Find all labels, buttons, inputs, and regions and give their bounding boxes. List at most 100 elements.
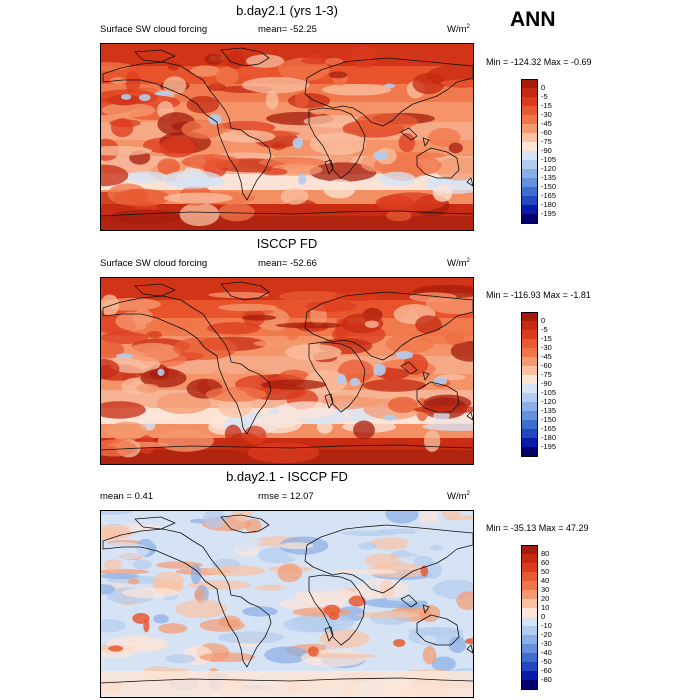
colorbar-tick-label: -150 [541,182,557,191]
colorbar-swatch [521,178,538,188]
panel-2-colorbar: 0 -5 -15 -30 -45 -60 -75 -90 -105 -120 -135 -150 -16… [521,312,581,457]
colorbar-tick-label: -195 [541,209,557,218]
panel-1-units: W/m2 [447,24,470,36]
colorbar-swatch [521,169,538,179]
colorbar-swatch [521,366,538,376]
panel-1-title: b.day2.1 (yrs 1-3) [236,3,338,18]
colorbar-swatch [521,187,538,197]
colorbar-swatch [521,348,538,358]
colorbar-tick-label: -90 [541,379,552,388]
colorbar-tick-label: -180 [541,433,557,442]
panel-1-colorbar: 0 -5 -15 -30 -45 -60 -75 -90 -105 -120 -135 -150 -16… [521,79,581,224]
panel-3-map [100,510,474,698]
colorbar-tick-label: -10 [541,621,552,630]
colorbar-tick-label: -30 [541,110,552,119]
colorbar-swatch [521,662,538,672]
panel-2-title: ISCCP FD [256,236,318,251]
colorbar-tick-label: -75 [541,370,552,379]
colorbar-swatch [521,375,538,385]
panel-2-map [100,277,474,465]
colorbar-tick-label: -135 [541,173,557,182]
colorbar-swatch [521,321,538,331]
panel-1-min-max: Min = -124.32 Max = -0.69 [486,57,592,67]
colorbar-swatch [521,196,538,206]
colorbar-tick-label: -20 [541,630,552,639]
colorbar-tick-label: -180 [541,200,557,209]
colorbar-swatch [521,617,538,627]
colorbar-tick-label: -105 [541,388,557,397]
panel-3-colorbar: 80 60 50 40 30 20 10 0 -10 -20 -30 -40 -50 -60 -80 [521,545,581,690]
season-label: ANN [510,8,556,31]
colorbar-swatch [521,88,538,98]
colorbar-tick-label: 10 [541,603,550,612]
colorbar-swatch [521,599,538,609]
panel-3-rmse-label: rmse = 12.07 [258,491,314,502]
colorbar-tick-label: 20 [541,594,550,603]
colorbar-tick-label: 80 [541,549,550,558]
colorbar-swatch [521,97,538,107]
colorbar-tick-label: -90 [541,146,552,155]
colorbar-swatch [521,339,538,349]
colorbar-tick-label: 0 [541,83,546,92]
colorbar-swatch [521,420,538,430]
colorbar-tick-label: -30 [541,639,552,648]
colorbar-tick-label: -50 [541,657,552,666]
panel-3-mean-label: mean = 0.41 [100,491,154,502]
colorbar-swatch [521,106,538,116]
colorbar-swatch [521,581,538,591]
colorbar-swatch [521,411,538,421]
panel-2-min-max: Min = -116.93 Max = -1.81 [486,290,591,300]
colorbar-tick-label: -45 [541,119,552,128]
colorbar-swatch [521,115,538,125]
colorbar-tick-label: -75 [541,137,552,146]
panel-1-map [100,43,474,231]
panel-3-title: b.day2.1 - ISCCP FD [226,469,348,484]
colorbar-swatch [521,214,538,224]
panel-2-field-label: Surface SW cloud forcing [100,258,208,269]
colorbar-swatch [521,644,538,654]
colorbar-tick-label: 30 [541,585,550,594]
colorbar-swatch [521,635,538,645]
colorbar-swatch [521,330,538,340]
colorbar-swatch [521,554,538,564]
colorbar-tick-label: -120 [541,164,557,173]
colorbar-tick-label: 50 [541,567,550,576]
panel-1-field-label: Surface SW cloud forcing [100,24,208,35]
panel-1-mean-label: mean= -52.25 [258,24,317,35]
colorbar-swatch [521,572,538,582]
panel-3-min-max: Min = -35.13 Max = 47.29 [486,523,589,533]
colorbar-swatch [521,160,538,170]
colorbar-swatch [521,608,538,618]
colorbar-tick-label: -80 [541,675,552,684]
colorbar-swatch [521,680,538,690]
colorbar-swatch [521,151,538,161]
colorbar-tick-label: -30 [541,343,552,352]
colorbar-swatch [521,590,538,600]
colorbar-swatch [521,429,538,439]
colorbar-tick-label: 0 [541,316,546,325]
colorbar-swatch [521,124,538,134]
colorbar-swatch [521,357,538,367]
colorbar-tick-label: -105 [541,155,557,164]
colorbar-swatch [521,205,538,215]
colorbar-tick-label: -40 [541,648,552,657]
colorbar-tick-label: -60 [541,666,552,675]
colorbar-tick-label: -60 [541,128,552,137]
colorbar-swatch [521,545,538,555]
colorbar-swatch [521,312,538,322]
colorbar-swatch [521,133,538,143]
colorbar-tick-label: -195 [541,442,557,451]
panel-3-units: W/m2 [447,491,470,503]
colorbar-tick-label: -45 [541,352,552,361]
colorbar-swatch [521,79,538,89]
colorbar-swatch [521,671,538,681]
colorbar-swatch [521,384,538,394]
colorbar-tick-label: 40 [541,576,550,585]
colorbar-swatch [521,626,538,636]
colorbar-swatch [521,447,538,457]
panel-2-units: W/m2 [447,258,470,270]
colorbar-tick-label: -5 [541,325,548,334]
colorbar-swatch [521,142,538,152]
colorbar-tick-label: -15 [541,334,552,343]
colorbar-tick-label: -135 [541,406,557,415]
